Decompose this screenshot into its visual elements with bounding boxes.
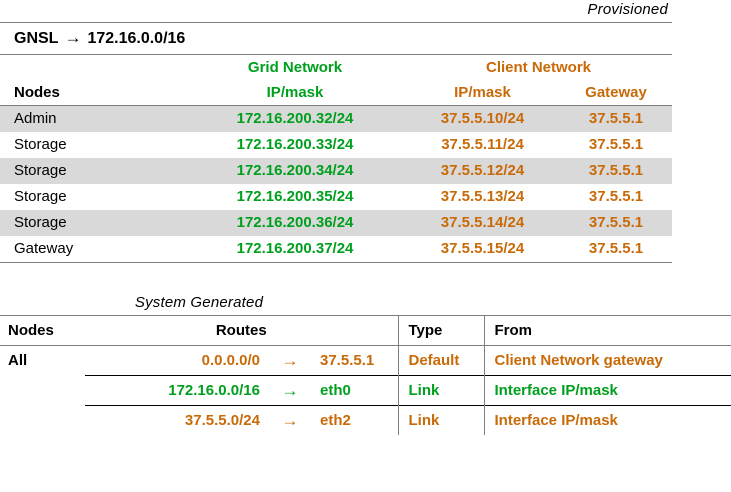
cell-node: Admin — [0, 105, 185, 132]
gnsl-summary-row: GNSL → 172.16.0.0/16 — [0, 23, 672, 55]
table-row: Admin 172.16.200.32/24 37.5.5.10/24 37.5… — [0, 105, 673, 132]
cell-client-ip: 37.5.5.10/24 — [405, 105, 560, 132]
network-group-header-row: Grid Network Client Network — [0, 55, 672, 80]
cell-client-ip: 37.5.5.13/24 — [440, 188, 525, 205]
cell-node: Gateway — [0, 236, 185, 263]
table-row: All 0.0.0.0/0 → 37.5.5.1 Default Client … — [0, 345, 731, 376]
column-header-nodes: Nodes — [0, 315, 85, 346]
route-expression: 37.5.5.0/24 → eth2 — [85, 406, 398, 435]
cell-node: Storage — [0, 210, 185, 236]
system-generated-caption-row: System Generated — [0, 294, 398, 315]
provisioned-table-head: Grid Network Client Network Nodes IP/mas… — [0, 55, 673, 106]
cell-type: Default — [397, 345, 484, 376]
group-header-spacer — [0, 55, 185, 80]
table-row: 37.5.5.0/24 → eth2 Link Interface IP/mas… — [0, 405, 731, 436]
cell-from: Interface IP/mask — [483, 375, 731, 406]
system-generated-table-body: Nodes Routes Type From All 0.0.0.0/0 → 3… — [0, 315, 731, 436]
system-generated-caption: System Generated — [134, 294, 264, 311]
cell-grid-ip: 172.16.200.37/24 — [185, 236, 405, 263]
table-row: Storage 172.16.200.35/24 37.5.5.13/24 37… — [0, 184, 672, 210]
cell-from: Client Network gateway — [483, 345, 731, 376]
column-header-client-ip-mask: IP/mask — [405, 80, 560, 106]
cell-grid-ip: 172.16.200.36/24 — [185, 210, 405, 236]
provisioned-table: Grid Network Client Network Nodes IP/mas… — [0, 55, 673, 263]
cell-gateway: 37.5.5.1 — [588, 136, 644, 153]
cell-gateway: 37.5.5.1 — [560, 158, 673, 184]
cell-grid-ip: 172.16.200.32/24 — [185, 105, 405, 132]
provisioned-table-body: Admin 172.16.200.32/24 37.5.5.10/24 37.5… — [0, 105, 673, 263]
cell-nodes — [0, 406, 85, 436]
provisioned-caption-row: Provisioned — [0, 0, 672, 23]
cell-grid-ip: 172.16.200.33/24 — [236, 136, 354, 153]
cell-type: Link — [397, 405, 484, 435]
system-generated-section: System Generated Nodes Routes Type From … — [0, 294, 731, 435]
system-generated-table: Nodes Routes Type From All 0.0.0.0/0 → 3… — [0, 315, 731, 435]
cell-gateway: 37.5.5.1 — [560, 210, 673, 236]
route-via: eth2 — [320, 412, 351, 429]
gnsl-label: GNSL — [14, 30, 59, 47]
route-via: eth0 — [320, 382, 351, 399]
route-expression: 172.16.0.0/16 → eth0 — [85, 376, 398, 405]
provisioned-caption: Provisioned — [587, 1, 668, 18]
route-expression: 0.0.0.0/0 → 37.5.5.1 — [85, 346, 398, 375]
arrow-right-icon: → — [281, 351, 299, 370]
group-header-client-network: Client Network — [486, 59, 592, 76]
route-via: 37.5.5.1 — [320, 352, 375, 369]
arrow-right-icon: → — [64, 28, 82, 47]
cell-client-ip: 37.5.5.14/24 — [405, 210, 560, 236]
column-header-type: Type — [397, 315, 484, 346]
arrow-right-icon: → — [281, 381, 299, 400]
group-header-grid-network: Grid Network — [247, 59, 343, 76]
cell-grid-ip: 172.16.200.35/24 — [236, 188, 354, 205]
route-destination: 37.5.5.0/24 — [184, 412, 260, 429]
column-header-from: From — [483, 315, 731, 346]
column-header-nodes: Nodes — [0, 80, 185, 106]
cell-gateway: 37.5.5.1 — [560, 105, 673, 132]
cell-grid-ip: 172.16.200.34/24 — [185, 158, 405, 184]
table-row: Storage 172.16.200.34/24 37.5.5.12/24 37… — [0, 158, 673, 184]
cell-node: Storage — [14, 136, 67, 153]
cell-client-ip: 37.5.5.11/24 — [441, 136, 524, 153]
cell-nodes: All — [8, 352, 28, 370]
table-row: Storage 172.16.200.36/24 37.5.5.14/24 37… — [0, 210, 673, 236]
cell-node: Storage — [0, 158, 185, 184]
cell-route: 37.5.5.0/24 → eth2 — [85, 405, 398, 435]
arrow-right-icon: → — [281, 411, 299, 430]
routes-column-header-row: Nodes Routes Type From — [0, 315, 731, 346]
cell-gateway: 37.5.5.1 — [588, 188, 644, 205]
column-header-grid-ip-mask: IP/mask — [185, 80, 405, 106]
cell-route: 0.0.0.0/0 → 37.5.5.1 — [85, 346, 398, 376]
table-row: Storage 172.16.200.33/24 37.5.5.11/24 37… — [0, 132, 672, 158]
cell-client-ip: 37.5.5.15/24 — [405, 236, 560, 263]
cell-node: Storage — [14, 188, 67, 205]
cell-from: Interface IP/mask — [483, 405, 731, 435]
provisioned-section: Provisioned GNSL → 172.16.0.0/16 Grid Netw… — [0, 0, 673, 263]
column-header-client-gateway: Gateway — [560, 80, 673, 106]
cell-route: 172.16.0.0/16 → eth0 — [85, 375, 398, 406]
cell-type: Link — [397, 375, 484, 406]
column-header-routes: Routes — [85, 315, 398, 346]
table-row: 172.16.0.0/16 → eth0 Link Interface IP/m… — [0, 375, 731, 406]
cell-nodes — [0, 376, 85, 406]
gnsl-subnet-value: 172.16.0.0/16 — [87, 30, 186, 47]
cell-gateway: 37.5.5.1 — [560, 236, 673, 263]
cell-client-ip: 37.5.5.12/24 — [405, 158, 560, 184]
route-destination: 0.0.0.0/0 — [201, 352, 260, 369]
table-row: Gateway 172.16.200.37/24 37.5.5.15/24 37… — [0, 236, 673, 263]
provisioned-column-header-row: Nodes IP/mask IP/mask Gateway — [0, 80, 673, 106]
route-destination: 172.16.0.0/16 — [168, 382, 260, 399]
